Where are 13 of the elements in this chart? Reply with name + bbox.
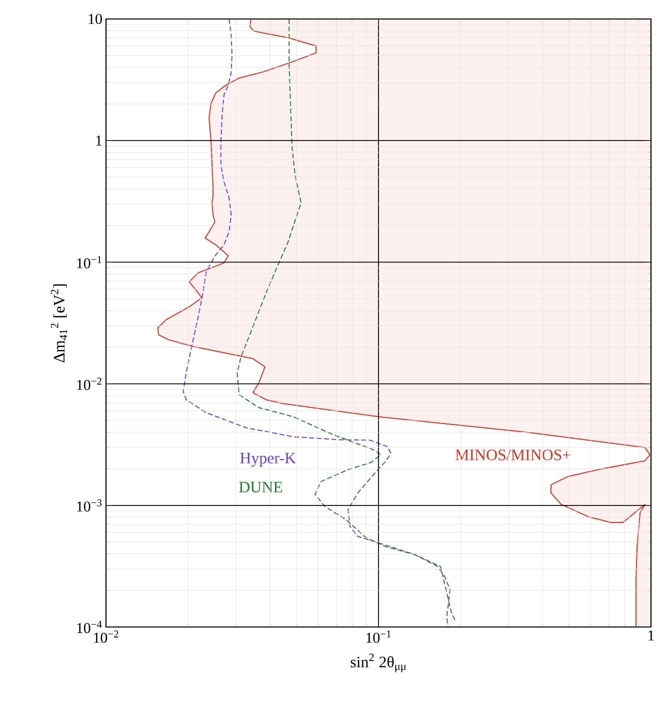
y-axis-title: Δm$_{41}$$^{2}$ [eV$^{2}$]	[50, 284, 68, 362]
y-tick-label: 10$^{−3}$	[77, 499, 102, 512]
x-tick-label: 10$^{−1}$	[366, 630, 391, 643]
series-label: Hyper-K	[240, 452, 296, 467]
y-tick-label: 10	[88, 14, 102, 24]
series-label: MINOS/MINOS+	[455, 450, 570, 460]
y-tick-label: 1	[96, 136, 102, 146]
y-tick-label: 10$^{−2}$	[77, 378, 102, 390]
text: DUNE	[239, 482, 282, 492]
x-tick-label: 1	[648, 630, 654, 640]
x-axis-title: sin$^{2}$ 2θ$_{μμ}$	[350, 654, 406, 672]
y-tick-label: 10$^{−4}$	[77, 620, 102, 634]
y-tick-label: 10$^{−1}$	[77, 256, 102, 268]
